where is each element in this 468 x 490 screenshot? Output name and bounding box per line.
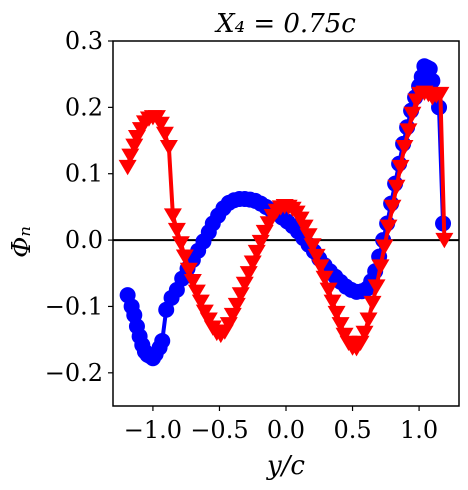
y-tick-label: 0.3 [65, 27, 103, 55]
series-2-point [167, 222, 186, 239]
series-2-point [199, 312, 218, 328]
series-2-point [179, 262, 198, 279]
x-tick-label: 0.0 [267, 416, 305, 444]
series-2-point [319, 282, 338, 298]
series-2-point [187, 284, 206, 300]
series-2-point [231, 287, 250, 303]
series-2-point [399, 123, 418, 139]
series-2-point [239, 266, 258, 282]
y-tick-label: 0.0 [65, 226, 103, 254]
series-2-point [355, 325, 374, 342]
series-1-point [158, 301, 175, 318]
series-2-point [195, 304, 214, 320]
series-2-point [363, 295, 382, 312]
series-2-point [311, 259, 330, 275]
series-2-point [227, 297, 246, 314]
series-2-point [171, 236, 190, 252]
series-2-point [235, 276, 254, 292]
y-axis-label: Φₙ [7, 226, 37, 258]
series-2-point [379, 219, 398, 235]
y-tick-label: 0.2 [65, 93, 103, 121]
x-tick-label: 1.0 [400, 416, 438, 444]
series-2-point [118, 159, 137, 176]
x-tick-label: 0.5 [333, 416, 371, 444]
series-2-point [375, 239, 394, 255]
series-2-point [315, 270, 334, 287]
series-2-point [191, 294, 210, 310]
y-tick-label: −0.1 [45, 292, 103, 320]
y-tick-label: −0.2 [45, 359, 103, 387]
series-1-point [421, 60, 438, 77]
series-2-point [335, 327, 354, 344]
series-2-point [367, 279, 386, 295]
series-2-point [391, 159, 410, 176]
series-2-point [435, 232, 454, 249]
chart-title: X₄ = 0.75c [214, 9, 356, 39]
series-2-point [331, 317, 350, 333]
series-2-point [163, 208, 182, 224]
series-2-point [159, 139, 178, 156]
series-2-point [125, 138, 144, 154]
series-1-point [154, 332, 171, 349]
x-tick-label: −1.0 [124, 416, 182, 444]
series-2-point [323, 294, 342, 310]
x-tick-label: −0.5 [190, 416, 248, 444]
series-2-point [387, 179, 406, 196]
series-2-point [183, 274, 202, 290]
series-2-point [243, 255, 262, 271]
series-2-point [303, 238, 322, 254]
series-2-point [307, 248, 326, 265]
x-axis-label: y/c [266, 451, 305, 481]
series-2-point [295, 219, 314, 235]
series-2-point [403, 106, 422, 123]
series-2-point [383, 199, 402, 216]
series-2-point [327, 305, 346, 322]
series-2-point [395, 139, 414, 156]
series-2-point [291, 211, 310, 227]
series-1-point [424, 72, 441, 89]
series-2-point [359, 312, 378, 328]
plot-area: −1.0 −0.5 0.0 0.5 1.0 −0.2 −0.1 0.0 0.1 0.2 0.3 [45, 27, 460, 444]
series-2-point [371, 259, 390, 275]
series-2-point [151, 116, 170, 133]
series-2-point [431, 86, 450, 103]
series-2-point [155, 126, 174, 143]
series-2-point [299, 228, 318, 244]
y-tick-label: 0.1 [65, 160, 103, 188]
series-2-point [175, 249, 194, 265]
